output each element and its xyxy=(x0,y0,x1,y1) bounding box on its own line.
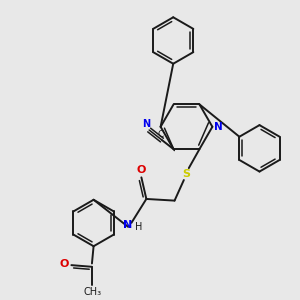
Text: O: O xyxy=(136,165,146,175)
Text: N: N xyxy=(142,119,151,129)
Text: S: S xyxy=(182,169,190,179)
Text: O: O xyxy=(59,260,69,269)
Text: H: H xyxy=(135,222,142,232)
Text: N: N xyxy=(123,220,132,230)
Text: N: N xyxy=(214,122,222,132)
Text: C: C xyxy=(157,130,164,139)
Text: CH₃: CH₃ xyxy=(83,287,102,297)
